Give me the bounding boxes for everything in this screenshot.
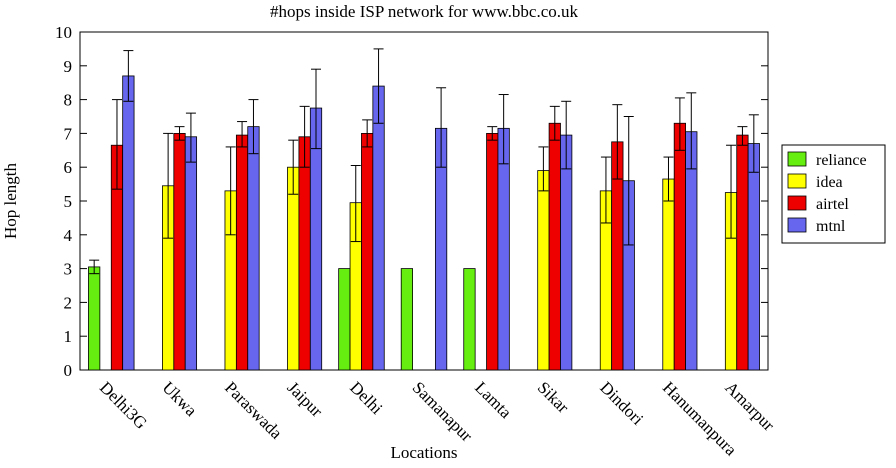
legend-label-idea: idea	[816, 174, 843, 191]
error-bar-mtnl-lamta	[498, 94, 509, 165]
error-bar-idea-sikar	[538, 146, 549, 192]
error-bar-mtnl-delhi	[373, 48, 384, 124]
error-bar-mtnl-sikar	[561, 100, 572, 170]
x-tick-label-jaipur: Jaipur	[284, 378, 327, 421]
bar-mtnl-delhi3g	[122, 75, 135, 371]
bar-mtnl-sikar	[560, 134, 573, 371]
bar-mtnl-delhi	[372, 85, 385, 371]
bar-airtel-paraswada	[235, 134, 249, 371]
bar-reliance-delhi	[338, 268, 351, 371]
error-bar-airtel-dindori	[612, 104, 623, 180]
y-tick-label: 2	[64, 293, 73, 312]
y-tick-label: 6	[64, 158, 73, 177]
error-bar-idea-jaipur	[288, 139, 299, 195]
error-bar-mtnl-jaipur	[311, 68, 322, 150]
bar-airtel-hanumanpura	[673, 122, 686, 371]
error-bars-layer	[89, 48, 759, 275]
bar-airtel-amarpur	[736, 134, 749, 371]
bar-airtel-ukwa	[173, 132, 186, 371]
y-axis-label: Hop length	[1, 162, 20, 239]
bar-idea-sikar	[537, 170, 550, 371]
legend-swatch-mtnl	[787, 217, 807, 233]
bar-idea-hanumanpura	[662, 178, 675, 371]
legend-label-mtnl: mtnl	[816, 218, 846, 235]
error-bar-airtel-delhi3g	[111, 99, 122, 190]
error-bar-mtnl-amarpur	[748, 114, 759, 173]
bar-airtel-jaipur	[298, 136, 311, 371]
y-tick-label: 0	[64, 361, 73, 380]
error-bar-mtnl-paraswada	[248, 99, 259, 155]
error-bar-airtel-amarpur	[737, 126, 748, 146]
y-tick-label: 1	[64, 327, 73, 346]
error-bar-idea-amarpur	[726, 144, 737, 239]
x-tick-label-samanapur: Samanapur	[409, 378, 477, 446]
legend-label-reliance: reliance	[816, 152, 867, 169]
x-tick-label-lamta: Lamta	[471, 378, 515, 422]
error-bar-airtel-sikar	[549, 105, 560, 141]
bar-airtel-delhi	[361, 132, 374, 371]
error-bar-airtel-paraswada	[237, 121, 248, 148]
error-bar-idea-delhi	[350, 165, 361, 243]
y-tick-label: 9	[64, 57, 73, 76]
error-bar-mtnl-samanapur	[436, 87, 447, 168]
bar-mtnl-ukwa	[184, 136, 198, 371]
legend: reliance idea airtel mtnl	[781, 144, 886, 244]
error-bar-mtnl-ukwa	[185, 112, 196, 163]
bar-reliance-delhi3g	[88, 266, 101, 371]
x-tick-label-amarpur: Amarpur	[721, 378, 778, 435]
x-tick-label-delhi3g: Delhi3G	[96, 378, 151, 433]
error-bar-reliance-delhi3g	[89, 259, 100, 275]
error-bar-airtel-ukwa	[174, 126, 185, 141]
error-bar-idea-ukwa	[163, 132, 174, 239]
x-tick-label-delhi: Delhi	[346, 378, 386, 418]
bar-reliance-lamta	[463, 268, 476, 371]
y-tick-label: 7	[64, 124, 73, 143]
legend-label-airtel: airtel	[816, 196, 849, 213]
x-tick-label-dindori: Dindori	[596, 378, 647, 429]
bar-airtel-sikar	[548, 122, 561, 371]
bar-reliance-samanapur	[400, 268, 414, 371]
x-tick-label-ukwa: Ukwa	[159, 378, 201, 420]
error-bar-airtel-jaipur	[299, 105, 310, 168]
legend-swatch-reliance	[787, 151, 807, 167]
error-bar-airtel-delhi	[362, 119, 373, 148]
bar-idea-jaipur	[287, 166, 300, 371]
legend-swatch-idea	[787, 173, 807, 189]
y-tick-label: 5	[64, 192, 73, 211]
x-tick-label-paraswada: Paraswada	[221, 378, 286, 443]
y-tick-label: 3	[64, 260, 73, 279]
chart-title: #hops inside ISP network for www.bbc.co.…	[270, 2, 579, 21]
bar-mtnl-lamta	[497, 127, 510, 371]
y-tick-label: 8	[64, 91, 73, 110]
y-tick-label: 10	[55, 23, 72, 42]
error-bar-mtnl-delhi3g	[123, 50, 134, 102]
bar-mtnl-paraswada	[247, 126, 260, 371]
bars-layer	[88, 75, 760, 371]
error-bar-airtel-hanumanpura	[674, 97, 685, 151]
error-bar-mtnl-hanumanpura	[686, 92, 697, 170]
error-bar-idea-hanumanpura	[663, 156, 674, 202]
error-bar-mtnl-dindori	[623, 116, 634, 246]
x-tick-label-sikar: Sikar	[534, 378, 573, 417]
bar-mtnl-amarpur	[747, 143, 760, 371]
y-axis: 0 1 2 3 4 5 6 7 8 9 10	[55, 23, 768, 380]
x-axis-label: Locations	[390, 443, 457, 462]
y-tick-label: 4	[64, 226, 73, 245]
error-bar-idea-dindori	[600, 156, 611, 224]
error-bar-airtel-lamta	[487, 126, 498, 141]
bar-airtel-lamta	[486, 132, 499, 371]
legend-swatch-airtel	[787, 195, 807, 211]
error-bar-idea-paraswada	[225, 146, 236, 236]
